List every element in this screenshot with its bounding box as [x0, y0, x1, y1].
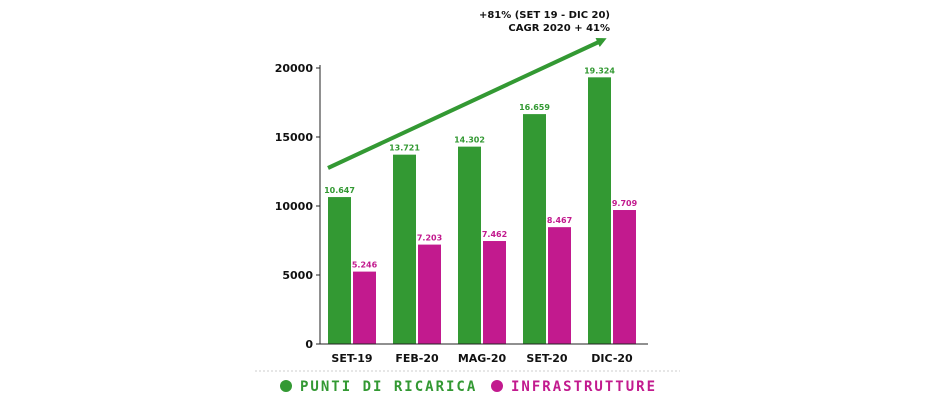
bar-punti-di-ricarica: [328, 197, 351, 344]
y-tick-label: 5000: [282, 269, 313, 282]
growth-arrow: [327, 37, 607, 170]
x-category-label: SET-20: [526, 352, 568, 365]
bar-punti-di-ricarica: [523, 114, 546, 344]
data-labels: 10.647 5.246 13.721 7.203 14.302 7.462 16.659 8…: [324, 66, 638, 269]
data-label: 14.302: [454, 136, 485, 145]
y-tick-label: 20000: [275, 62, 314, 75]
data-label: 8.467: [547, 216, 572, 225]
legend-dot-infrastrutture: [491, 380, 503, 392]
data-label: 19.324: [584, 66, 615, 75]
annotation-line1: +81% (SET 19 - DIC 20): [479, 10, 610, 21]
bars: [328, 77, 636, 344]
data-label: 7.203: [417, 234, 442, 243]
y-tick-label: 0: [305, 338, 313, 351]
x-category-label: SET-19: [331, 352, 372, 365]
annotation-line2: CAGR 2020 + 41%: [508, 23, 610, 34]
legend-label-infrastrutture: INFRASTRUTTURE: [511, 379, 657, 395]
bar-infrastrutture: [483, 241, 506, 344]
legend-label-punti: PUNTI DI RICARICA: [300, 379, 477, 395]
legend-dot-punti: [280, 380, 292, 392]
bar-infrastrutture: [418, 244, 441, 344]
bar-infrastrutture: [548, 227, 571, 344]
bar-punti-di-ricarica: [458, 146, 481, 344]
data-label: 10.647: [324, 186, 355, 195]
data-label: 5.246: [352, 261, 378, 270]
y-tick-label: 10000: [275, 200, 314, 213]
data-label: 13.721: [389, 144, 420, 153]
data-label: 9.709: [612, 199, 638, 208]
data-label: 16.659: [519, 103, 550, 112]
bar-punti-di-ricarica: [588, 77, 611, 344]
y-axis: 0 5000 10000 15000 20000: [275, 62, 320, 351]
x-category-label: MAG-20: [458, 352, 507, 365]
y-tick-label: 15000: [275, 131, 314, 144]
bar-infrastrutture: [613, 210, 636, 344]
x-axis-labels: SET-19 FEB-20 MAG-20 SET-20 DIC-20: [331, 352, 633, 365]
x-category-label: DIC-20: [591, 352, 633, 365]
x-category-label: FEB-20: [395, 352, 439, 365]
data-label: 7.462: [482, 230, 507, 239]
bar-punti-di-ricarica: [393, 154, 416, 344]
bar-infrastrutture: [353, 271, 376, 344]
